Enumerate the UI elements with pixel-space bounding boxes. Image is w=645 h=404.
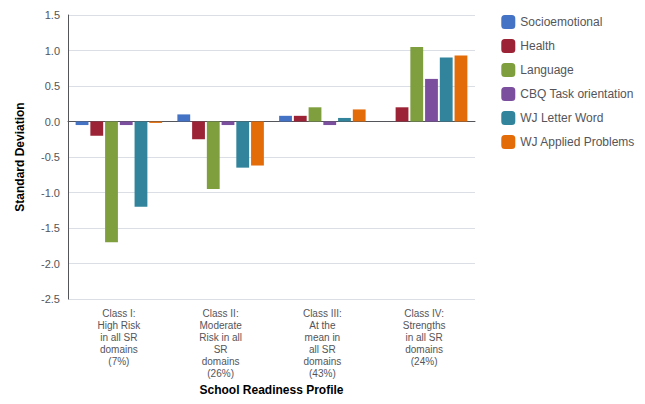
svg-text:Language: Language (520, 63, 574, 77)
svg-text:Class IV:: Class IV: (404, 308, 444, 319)
svg-text:-0.5: -0.5 (41, 151, 60, 163)
svg-text:Class II:: Class II: (203, 308, 239, 319)
svg-text:domains: domains (202, 356, 240, 367)
svg-text:Moderate: Moderate (200, 320, 243, 331)
svg-text:Strengths: Strengths (403, 320, 446, 331)
svg-text:Class III:: Class III: (303, 308, 342, 319)
svg-text:domains: domains (100, 344, 138, 355)
svg-text:mean in: mean in (305, 332, 341, 343)
svg-text:School Readiness Profile: School Readiness Profile (199, 383, 343, 397)
svg-text:Socioemotional: Socioemotional (520, 15, 602, 29)
svg-text:Class I:: Class I: (102, 308, 135, 319)
svg-text:High Risk: High Risk (97, 320, 141, 331)
svg-text:domains: domains (303, 356, 341, 367)
svg-text:(24%): (24%) (411, 356, 438, 367)
svg-text:0.5: 0.5 (45, 80, 60, 92)
svg-text:Standard Deviation: Standard Deviation (13, 102, 27, 211)
svg-text:-2.5: -2.5 (41, 293, 60, 305)
svg-text:(7%): (7%) (108, 356, 129, 367)
svg-text:0.0: 0.0 (45, 116, 60, 128)
svg-text:WJ Letter Word: WJ Letter Word (520, 111, 603, 125)
svg-text:Risk in all: Risk in all (199, 332, 242, 343)
svg-text:-2.0: -2.0 (41, 258, 60, 270)
svg-text:-1.0: -1.0 (41, 187, 60, 199)
svg-text:all SR: all SR (309, 344, 336, 355)
svg-text:1.0: 1.0 (45, 45, 60, 57)
svg-text:At the: At the (309, 320, 336, 331)
svg-text:domains: domains (405, 344, 443, 355)
svg-text:in all SR: in all SR (100, 332, 137, 343)
svg-text:(43%): (43%) (309, 368, 336, 379)
svg-text:(26%): (26%) (207, 368, 234, 379)
svg-text:SR: SR (214, 344, 228, 355)
svg-text:-1.5: -1.5 (41, 222, 60, 234)
svg-text:in all SR: in all SR (406, 332, 443, 343)
svg-text:1.5: 1.5 (45, 9, 60, 21)
svg-text:CBQ Task orientation: CBQ Task orientation (520, 87, 633, 101)
svg-text:Health: Health (520, 39, 555, 53)
svg-text:WJ Applied Problems: WJ Applied Problems (520, 135, 634, 149)
